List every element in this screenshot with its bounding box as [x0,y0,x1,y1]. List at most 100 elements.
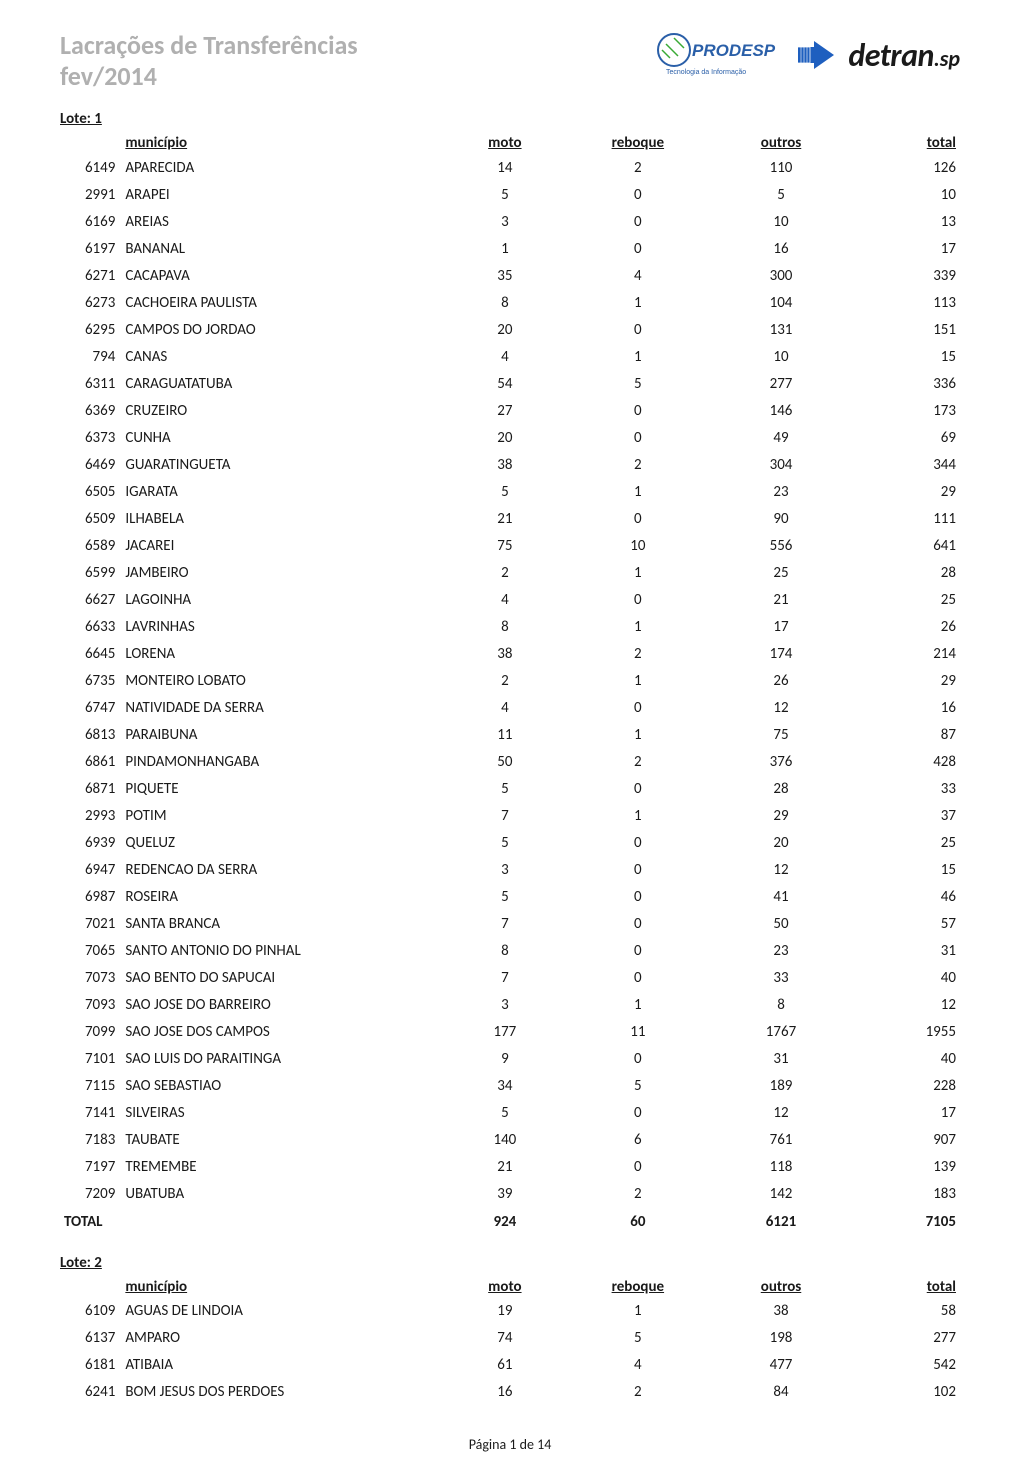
cell-reboque: 1 [561,613,714,640]
cell-reboque: 4 [561,262,714,289]
cell-reboque: 0 [561,775,714,802]
cell-code: 6813 [60,721,121,748]
cell-reboque: 5 [561,370,714,397]
table-row: 7073SAO BENTO DO SAPUCAI703340 [60,964,960,991]
cell-code: 7115 [60,1072,121,1099]
cell-code: 6469 [60,451,121,478]
cell-name: APARECIDA [121,154,448,181]
cell-outros: 198 [715,1325,848,1352]
table-row: 6311CARAGUATATUBA545277336 [60,370,960,397]
cell-moto: 7 [449,802,562,829]
table-row: 7115SAO SEBASTIAO345189228 [60,1072,960,1099]
cell-reboque: 0 [561,1099,714,1126]
cell-total: 126 [847,154,960,181]
cell-name: REDENCAO DA SERRA [121,856,448,883]
cell-code: 6373 [60,424,121,451]
cell-code: 7101 [60,1045,121,1072]
col-moto-2: moto [449,1276,562,1298]
table-row: 6505IGARATA512329 [60,478,960,505]
cell-total: 542 [847,1352,960,1379]
cell-total: 339 [847,262,960,289]
cell-moto: 7 [449,910,562,937]
table-row: 6633LAVRINHAS811726 [60,613,960,640]
cell-total: 151 [847,316,960,343]
cell-outros: 38 [715,1298,848,1325]
detran-arrow-icon [796,35,836,75]
cell-name: AMPARO [121,1325,448,1352]
col-reboque: reboque [561,132,714,154]
cell-reboque: 0 [561,856,714,883]
cell-total: 641 [847,532,960,559]
cell-total: 13 [847,208,960,235]
lote1-total-reboque: 60 [561,1207,714,1236]
cell-moto: 3 [449,856,562,883]
table-row: 2993POTIM712937 [60,802,960,829]
table-row: 6273CACHOEIRA PAULISTA81104113 [60,289,960,316]
cell-name: BOM JESUS DOS PERDOES [121,1379,448,1406]
cell-code: 7021 [60,910,121,937]
cell-name: SANTO ANTONIO DO PINHAL [121,937,448,964]
cell-moto: 3 [449,991,562,1018]
cell-name: CUNHA [121,424,448,451]
cell-outros: 12 [715,856,848,883]
cell-total: 17 [847,235,960,262]
cell-code: 6861 [60,748,121,775]
table-row: 6169AREIAS301013 [60,208,960,235]
col-total-2: total [847,1276,960,1298]
logo-block: PRODESP Tecnologia da Informação detran.… [656,30,960,80]
cell-moto: 16 [449,1379,562,1406]
cell-name: SILVEIRAS [121,1099,448,1126]
cell-total: 25 [847,586,960,613]
cell-total: 139 [847,1153,960,1180]
table-row: 6627LAGOINHA402125 [60,586,960,613]
svg-text:PRODESP: PRODESP [692,41,776,60]
cell-code: 6633 [60,613,121,640]
cell-moto: 177 [449,1018,562,1045]
cell-total: 16 [847,694,960,721]
cell-code: 6181 [60,1352,121,1379]
table-row: 6295CAMPOS DO JORDAO200131151 [60,316,960,343]
cell-outros: 12 [715,1099,848,1126]
lote1-total-row: TOTAL 924 60 6121 7105 [60,1207,960,1236]
table-row: 6861PINDAMONHANGABA502376428 [60,748,960,775]
cell-code: 6987 [60,883,121,910]
table-row: 7183TAUBATE1406761907 [60,1126,960,1153]
cell-moto: 20 [449,316,562,343]
cell-total: 26 [847,613,960,640]
cell-reboque: 0 [561,910,714,937]
cell-reboque: 2 [561,1180,714,1207]
cell-moto: 27 [449,397,562,424]
cell-name: SAO BENTO DO SAPUCAI [121,964,448,991]
cell-name: UBATUBA [121,1180,448,1207]
cell-moto: 5 [449,829,562,856]
page-title: Lacrações de Transferências fev/2014 [60,30,358,92]
cell-reboque: 1 [561,1298,714,1325]
cell-moto: 9 [449,1045,562,1072]
cell-outros: 41 [715,883,848,910]
cell-total: 33 [847,775,960,802]
table-row: 6369CRUZEIRO270146173 [60,397,960,424]
detran-text-main: detran [848,36,934,75]
col-outros: outros [715,132,848,154]
cell-moto: 4 [449,694,562,721]
cell-outros: 146 [715,397,848,424]
cell-total: 15 [847,343,960,370]
cell-total: 277 [847,1325,960,1352]
cell-code: 7197 [60,1153,121,1180]
lote1-header-row: município moto reboque outros total [60,132,960,154]
cell-outros: 12 [715,694,848,721]
cell-moto: 21 [449,1153,562,1180]
table-row: 7099SAO JOSE DOS CAMPOS1771117671955 [60,1018,960,1045]
table-row: 6813PARAIBUNA1117587 [60,721,960,748]
cell-outros: 5 [715,181,848,208]
cell-reboque: 2 [561,1379,714,1406]
cell-code: 6735 [60,667,121,694]
table-row: 7197TREMEMBE210118139 [60,1153,960,1180]
table-row: 7209UBATUBA392142183 [60,1180,960,1207]
cell-name: SAO LUIS DO PARAITINGA [121,1045,448,1072]
cell-name: SAO SEBASTIAO [121,1072,448,1099]
cell-code: 6169 [60,208,121,235]
col-blank-2 [60,1276,121,1298]
cell-outros: 84 [715,1379,848,1406]
table-row: 6241BOM JESUS DOS PERDOES16284102 [60,1379,960,1406]
